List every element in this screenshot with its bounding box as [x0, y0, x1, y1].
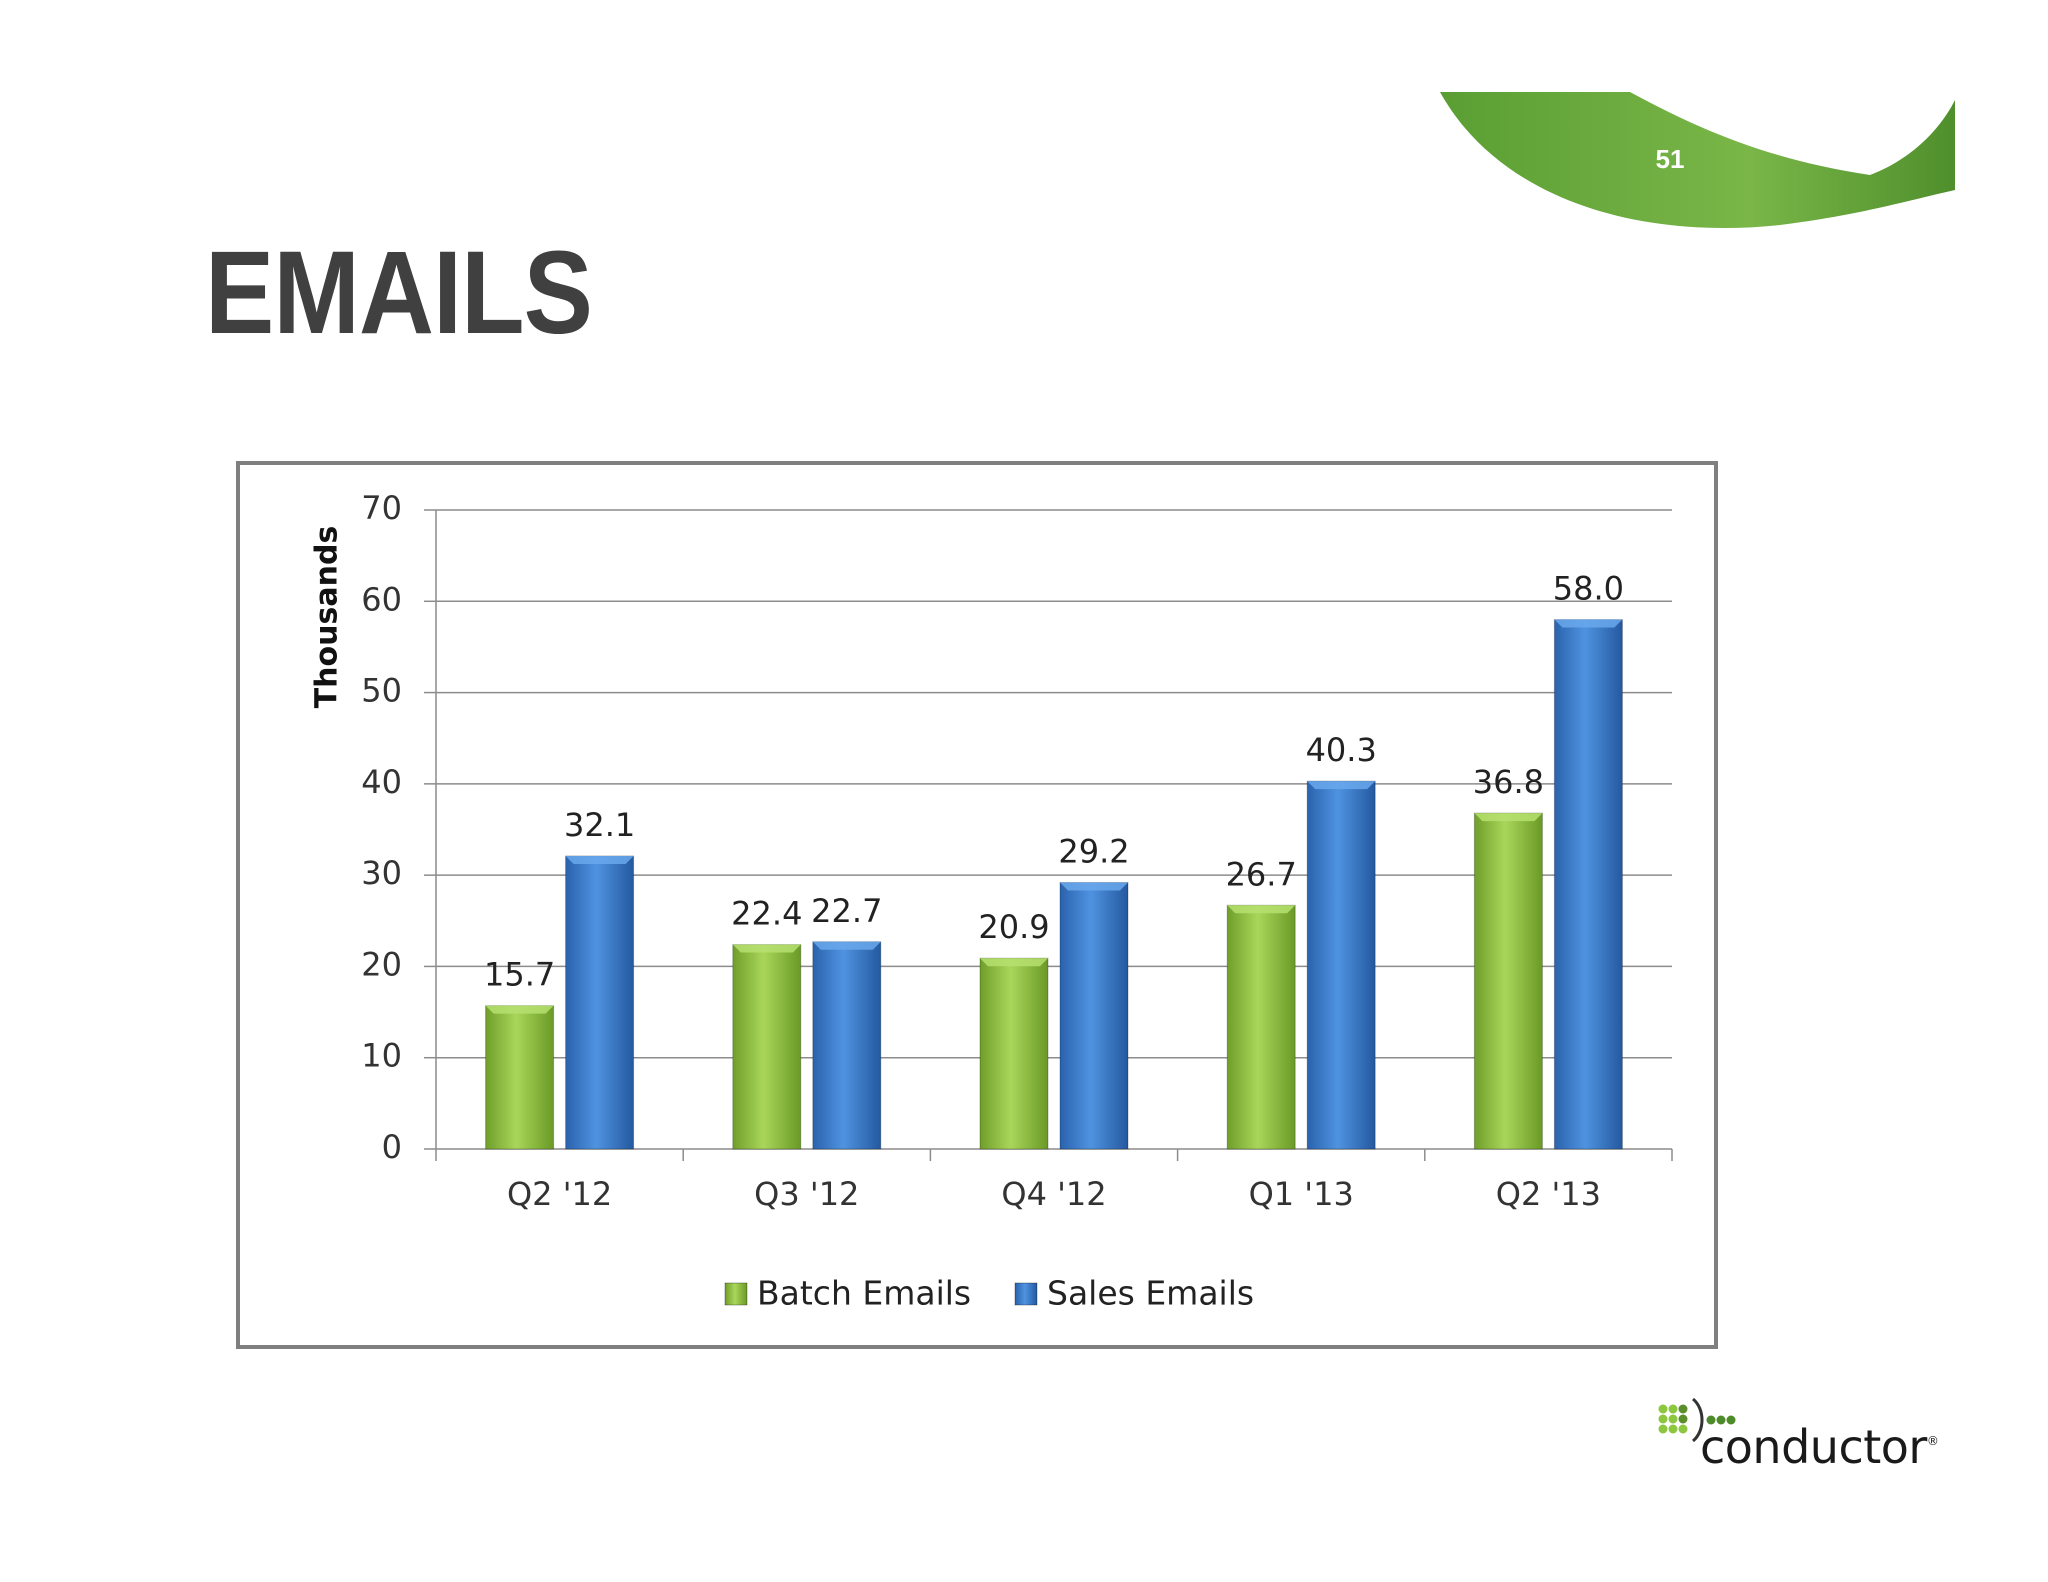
- y-tick-label: 0: [382, 1128, 402, 1166]
- bar-bevel: [1060, 882, 1128, 891]
- y-axis-label: Thousands: [310, 526, 345, 709]
- data-label: 32.1: [564, 806, 635, 844]
- data-label: 36.8: [1473, 763, 1544, 801]
- bar-batch: [732, 944, 802, 1150]
- bar-batch: [485, 1005, 555, 1150]
- data-label: 22.4: [731, 895, 802, 933]
- data-label: 20.9: [978, 908, 1049, 946]
- bar-bevel: [1307, 781, 1376, 790]
- legend-label: Batch Emails: [757, 1274, 971, 1313]
- axes: 0 10 20 30 40 50 60 70 Q2 '12 Q3 '12 Q4 '12 Q1 '13 Q…: [361, 489, 1673, 1213]
- y-tick-label: 70: [361, 489, 402, 527]
- bar-batch: [979, 957, 1049, 1150]
- y-tick-label: 60: [361, 580, 402, 618]
- conductor-logo-mark: [1658, 1397, 1736, 1443]
- data-label: 58.0: [1553, 570, 1624, 608]
- slide-title: EMAILS: [205, 227, 593, 359]
- legend-swatch: [724, 1282, 748, 1306]
- bars: [485, 619, 1623, 1150]
- y-tick-label: 50: [361, 672, 402, 710]
- y-tick-label: 10: [361, 1037, 402, 1075]
- data-label: 22.7: [811, 892, 882, 930]
- x-tick-label: Q2 '13: [1496, 1175, 1601, 1213]
- bar-batch: [1473, 812, 1543, 1150]
- legend-label: Sales Emails: [1047, 1274, 1254, 1313]
- bar-sales: [812, 941, 882, 1150]
- green-swoosh-decoration: [1440, 92, 1955, 229]
- bar-sales: [1059, 881, 1129, 1150]
- bar-bevel: [485, 1005, 554, 1014]
- y-tick-label: 40: [361, 763, 402, 801]
- logo-wordmark: conductor®: [1700, 1420, 1939, 1474]
- bar-sales: [1306, 780, 1376, 1150]
- bar-bevel: [980, 958, 1048, 967]
- bar-batch: [1226, 904, 1296, 1150]
- x-tick-label: Q2 '12: [507, 1175, 612, 1213]
- bar-bevel: [732, 944, 801, 953]
- bar-bevel: [565, 855, 634, 864]
- legend-swatch: [1014, 1282, 1038, 1306]
- data-label: 15.7: [484, 956, 555, 994]
- gridlines: [436, 509, 1672, 1059]
- bar-sales: [1553, 619, 1623, 1150]
- data-label: 40.3: [1306, 731, 1377, 769]
- y-tick-label: 30: [361, 854, 402, 892]
- bar-bevel: [1474, 813, 1543, 822]
- bar-bevel: [1227, 905, 1296, 914]
- bar-bevel: [812, 941, 881, 950]
- chart-frame: 0 10 20 30 40 50 60 70 Q2 '12 Q3 '12 Q4 '12 Q1 '13 Q…: [236, 461, 1718, 1349]
- data-label: 26.7: [1226, 855, 1297, 893]
- x-tick-label: Q4 '12: [1001, 1175, 1106, 1213]
- data-labels: 15.7 22.4 20.9 26.7 36.8 32.1 22.7 29.2 40.3 58.0: [484, 570, 1624, 994]
- y-tick-label: 20: [361, 945, 402, 983]
- bar-chart: 0 10 20 30 40 50 60 70 Q2 '12 Q3 '12 Q4 '12 Q1 '13 Q…: [310, 489, 1673, 1313]
- bar-bevel: [1554, 619, 1623, 628]
- bar-sales: [565, 855, 635, 1150]
- registered-mark: ®: [1926, 1434, 1939, 1448]
- data-label: 29.2: [1058, 832, 1129, 870]
- x-tick-label: Q1 '13: [1249, 1175, 1354, 1213]
- legend: Batch Emails Sales Emails: [724, 1274, 1254, 1313]
- slide-number: 51: [1655, 144, 1685, 174]
- x-tick-label: Q3 '12: [754, 1175, 859, 1213]
